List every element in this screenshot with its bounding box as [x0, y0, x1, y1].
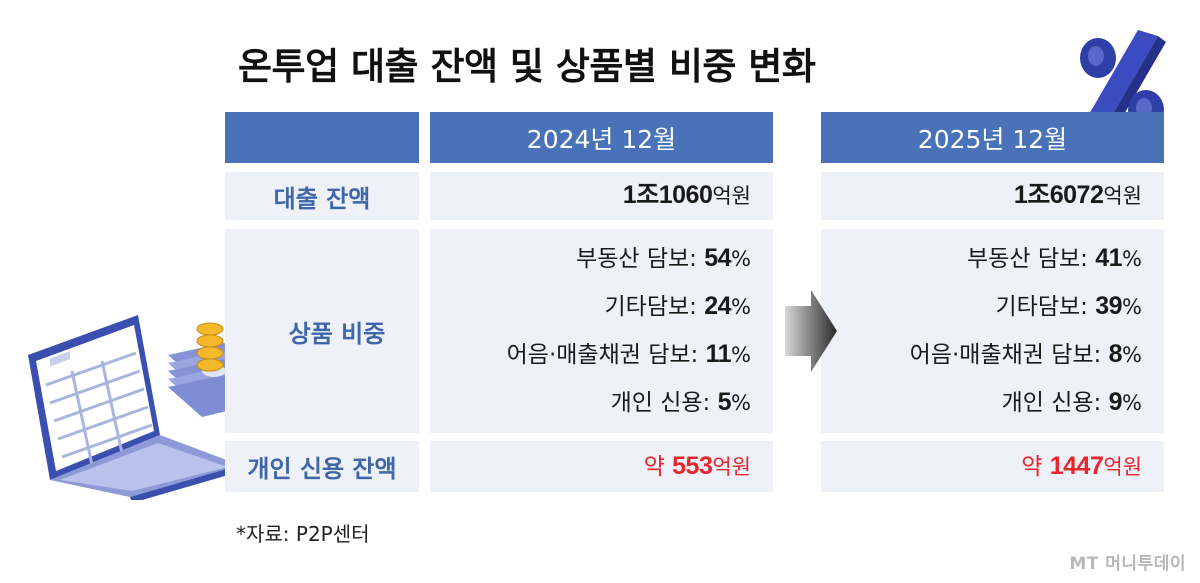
credit-unit: 억원	[712, 454, 751, 479]
credit-unit: 억원	[1103, 454, 1142, 479]
share-num: 5	[717, 388, 732, 416]
share-unit: %	[1122, 343, 1142, 367]
header-2024: 2024년 12월	[430, 112, 773, 163]
personal-credit-2025: 약 1447억원	[821, 441, 1164, 492]
arrow-right-icon	[785, 290, 837, 372]
personal-credit-2024: 약 553억원	[430, 441, 773, 492]
loan-unit: 억원	[1103, 184, 1142, 208]
share-num: 24	[704, 292, 732, 320]
source-note: *자료: P2P센터	[236, 522, 370, 546]
share-unit: %	[1122, 247, 1142, 271]
share-name: 기타담보:	[604, 294, 697, 320]
credit-num: 1447	[1049, 451, 1104, 480]
share-num: 9	[1108, 388, 1123, 416]
share-num: 54	[704, 244, 732, 272]
header-blank	[225, 112, 419, 163]
share-item: 어음·매출채권 담보: 11%	[507, 331, 751, 379]
loan-prefix: 1조	[1013, 181, 1050, 209]
credit-num: 553	[672, 451, 713, 480]
share-name: 어음·매출채권 담보:	[909, 342, 1102, 368]
share-unit: %	[1122, 295, 1142, 319]
share-item: 개인 신용: 9%	[1002, 379, 1142, 427]
loan-num: 1060	[658, 181, 713, 209]
share-item: 기타담보: 39%	[996, 283, 1142, 331]
loan-balance-2025: 1조6072억원	[821, 172, 1164, 220]
share-item: 어음·매출채권 담보: 8%	[910, 331, 1142, 379]
share-item: 기타담보: 24%	[605, 283, 751, 331]
loan-balance-2024: 1조1060억원	[430, 172, 773, 220]
share-unit: %	[731, 343, 751, 367]
loan-unit: 억원	[712, 184, 751, 208]
percent-icon	[1080, 30, 1166, 130]
share-name: 어음·매출채권 담보:	[506, 342, 699, 368]
share-item: 개인 신용: 5%	[611, 379, 751, 427]
share-name: 기타담보:	[995, 294, 1088, 320]
loan-prefix: 1조	[622, 181, 659, 209]
share-num: 11	[705, 340, 732, 368]
product-share-label: 상품 비중	[288, 319, 386, 348]
publisher-logo: MT 머니투데이	[1069, 554, 1186, 574]
share-name: 부동산 담보:	[576, 246, 697, 272]
product-share-2024: 부동산 담보: 54% 기타담보: 24% 어음·매출채권 담보: 11% 개인…	[430, 229, 773, 433]
share-item: 부동산 담보: 54%	[576, 235, 751, 283]
label-loan-balance: 대출 잔액	[225, 172, 419, 220]
credit-prefix: 약	[1021, 453, 1050, 480]
share-num: 41	[1095, 244, 1123, 272]
label-product-share: 상품 비중	[225, 229, 419, 433]
product-share-2025: 부동산 담보: 41% 기타담보: 39% 어음·매출채권 담보: 8% 개인 …	[821, 229, 1164, 433]
share-name: 부동산 담보:	[967, 246, 1088, 272]
share-item: 부동산 담보: 41%	[967, 235, 1142, 283]
share-num: 39	[1095, 292, 1123, 320]
share-unit: %	[731, 391, 751, 415]
header-2025: 2025년 12월	[821, 112, 1164, 163]
label-personal-credit: 개인 신용 잔액	[225, 441, 419, 492]
credit-prefix: 약	[643, 453, 673, 480]
share-name: 개인 신용:	[1001, 390, 1102, 416]
page-title: 온투업 대출 잔액 및 상품별 비중 변화	[238, 45, 816, 88]
share-unit: %	[731, 295, 751, 319]
share-unit: %	[1122, 391, 1142, 415]
loan-num: 6072	[1049, 181, 1104, 209]
share-unit: %	[731, 247, 751, 271]
share-name: 개인 신용:	[610, 390, 711, 416]
share-num: 8	[1108, 340, 1123, 368]
